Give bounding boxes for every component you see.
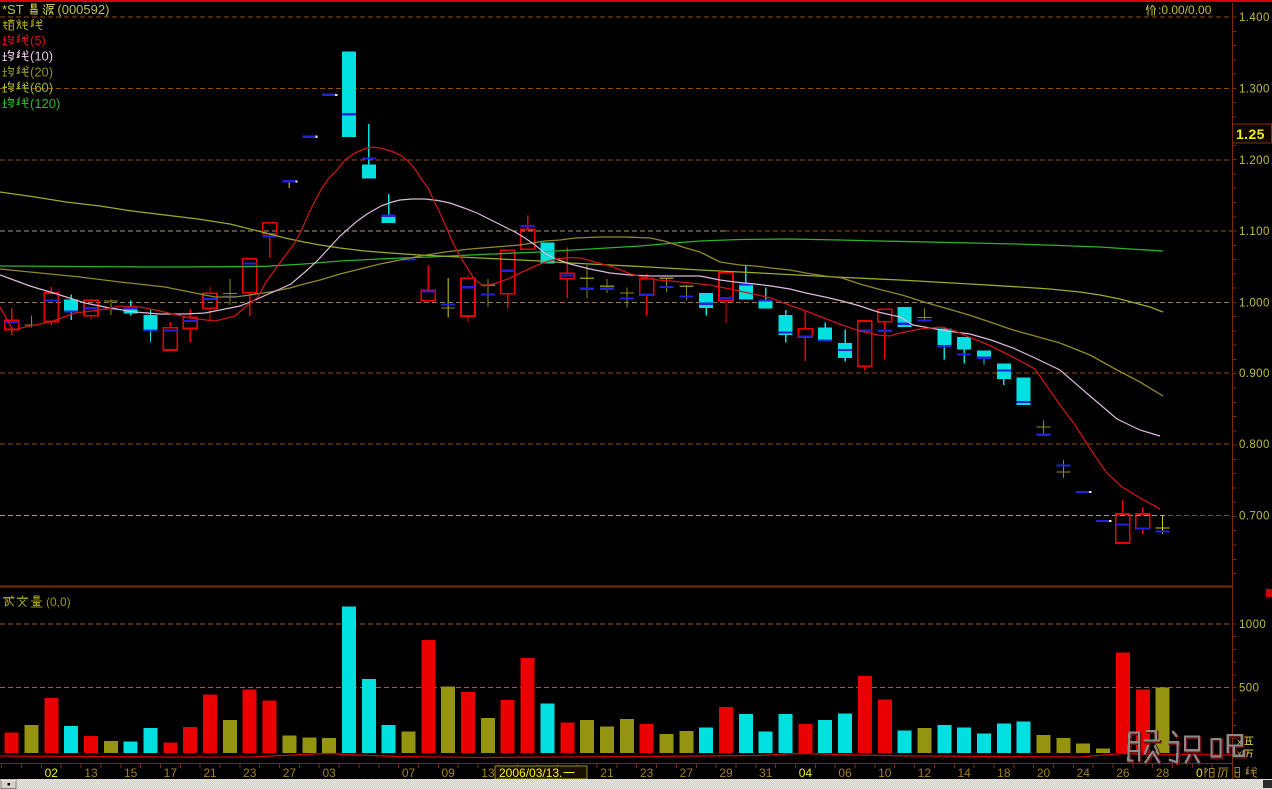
svg-text:07: 07 xyxy=(402,766,416,780)
svg-text:500: 500 xyxy=(1239,683,1259,695)
svg-text:27: 27 xyxy=(680,766,694,780)
svg-text:1.200: 1.200 xyxy=(1239,155,1270,167)
svg-text:02: 02 xyxy=(45,766,59,780)
svg-text:x: x xyxy=(1237,737,1242,748)
svg-text:0.800: 0.800 xyxy=(1239,439,1270,451)
svg-text:(000592): (000592) xyxy=(57,2,109,17)
svg-text:1.100: 1.100 xyxy=(1239,226,1270,238)
svg-text:(120): (120) xyxy=(30,96,60,111)
svg-text:27: 27 xyxy=(283,766,297,780)
svg-text:28: 28 xyxy=(1156,766,1170,780)
svg-text:13: 13 xyxy=(84,766,98,780)
svg-text:04: 04 xyxy=(799,766,813,780)
svg-text:23: 23 xyxy=(640,766,654,780)
svg-text:31: 31 xyxy=(759,766,773,780)
svg-text:20: 20 xyxy=(1037,766,1051,780)
svg-text:14: 14 xyxy=(957,766,971,780)
svg-text:1.300: 1.300 xyxy=(1239,84,1270,96)
svg-text:09: 09 xyxy=(442,766,456,780)
svg-text:1.000: 1.000 xyxy=(1239,297,1270,309)
svg-text:1000: 1000 xyxy=(1239,619,1266,631)
svg-text:(20): (20) xyxy=(30,64,53,79)
svg-text:(10): (10) xyxy=(30,49,53,64)
svg-text:1.400: 1.400 xyxy=(1239,12,1270,24)
svg-text:21: 21 xyxy=(203,766,217,780)
svg-text:x: x xyxy=(1237,749,1242,760)
svg-text::0.00/0.00: :0.00/0.00 xyxy=(1158,3,1212,17)
svg-text:(60): (60) xyxy=(30,80,53,95)
svg-text:0.900: 0.900 xyxy=(1239,368,1270,380)
svg-text:15: 15 xyxy=(124,766,138,780)
svg-text:*ST: *ST xyxy=(2,2,24,17)
svg-text:13: 13 xyxy=(481,766,495,780)
svg-text:29: 29 xyxy=(719,766,733,780)
svg-text:1.25: 1.25 xyxy=(1236,126,1265,142)
svg-text:(0,0): (0,0) xyxy=(46,595,71,609)
svg-text:18: 18 xyxy=(997,766,1011,780)
svg-text:12: 12 xyxy=(918,766,932,780)
svg-text:17: 17 xyxy=(164,766,178,780)
svg-text:26: 26 xyxy=(1116,766,1130,780)
svg-text:06: 06 xyxy=(838,766,852,780)
svg-text:0: 0 xyxy=(1196,766,1203,780)
svg-text:(5): (5) xyxy=(30,33,46,48)
svg-text:24: 24 xyxy=(1077,766,1091,780)
svg-text:03: 03 xyxy=(322,766,336,780)
svg-text:2006/03/13.: 2006/03/13. xyxy=(499,766,562,780)
svg-text:21: 21 xyxy=(600,766,614,780)
svg-text:0.700: 0.700 xyxy=(1239,511,1270,523)
svg-text:23: 23 xyxy=(243,766,257,780)
svg-text:10: 10 xyxy=(878,766,892,780)
